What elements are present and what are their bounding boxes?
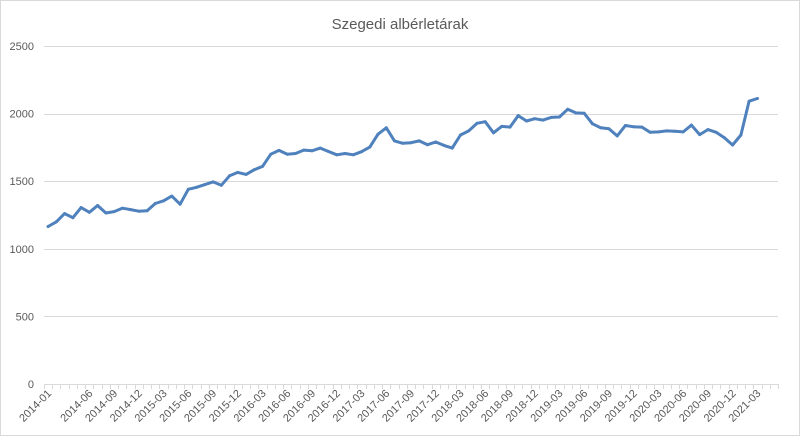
data-point	[393, 139, 396, 143]
data-point	[384, 126, 388, 130]
data-point	[574, 111, 578, 115]
data-point	[640, 125, 644, 129]
data-point	[459, 133, 462, 137]
data-point	[417, 139, 421, 143]
data-point	[500, 124, 504, 128]
y-tick-label: 1500	[10, 176, 34, 188]
data-point	[343, 152, 347, 155]
y-tick-label: 2000	[10, 109, 34, 121]
data-point	[228, 174, 232, 178]
data-point	[673, 129, 677, 133]
data-point	[46, 225, 50, 228]
data-point	[492, 131, 495, 135]
data-point	[467, 129, 471, 133]
data-point	[236, 170, 240, 174]
data-point	[285, 152, 289, 156]
data-point	[541, 118, 545, 122]
data-point	[137, 209, 141, 213]
data-point	[277, 148, 281, 152]
data-point	[681, 130, 685, 134]
data-point	[327, 150, 330, 153]
data-point	[120, 206, 124, 210]
data-point	[368, 145, 372, 149]
data-point	[318, 146, 322, 150]
data-point	[516, 114, 520, 118]
data-point	[689, 123, 693, 127]
data-point	[360, 150, 363, 154]
data-point	[129, 208, 133, 212]
data-point	[351, 153, 355, 157]
data-point	[96, 204, 100, 207]
data-point	[434, 140, 438, 144]
data-point	[145, 209, 149, 213]
data-point	[755, 97, 759, 100]
data-point	[706, 128, 710, 132]
data-point	[302, 148, 306, 152]
data-point	[615, 134, 619, 138]
data-point	[269, 152, 273, 156]
data-point	[153, 202, 157, 205]
data-point	[475, 121, 479, 125]
data-point	[71, 216, 75, 220]
data-point	[426, 143, 429, 147]
data-point	[310, 149, 314, 153]
data-point	[665, 129, 669, 133]
data-point	[508, 125, 512, 129]
data-point	[533, 117, 537, 121]
data-point	[599, 126, 603, 130]
chart-title: Szegedi albérletárak	[332, 16, 469, 33]
data-point	[203, 183, 207, 187]
y-tick-label: 2500	[10, 41, 34, 53]
data-point	[195, 185, 199, 189]
data-point	[632, 125, 636, 129]
data-point	[525, 119, 528, 123]
y-axis-tick-labels: 0 500 1000 1500 2000 2500	[10, 41, 34, 391]
data-point	[483, 120, 487, 124]
data-point	[442, 143, 446, 147]
data-point	[409, 141, 413, 145]
data-point	[582, 111, 586, 115]
data-point	[376, 132, 380, 136]
data-point	[722, 136, 726, 140]
data-point	[450, 146, 454, 150]
data-point	[656, 130, 660, 134]
data-point	[211, 180, 215, 184]
data-point	[648, 130, 652, 134]
data-point	[79, 206, 83, 210]
y-tick-label: 0	[28, 379, 34, 391]
data-point	[335, 153, 339, 157]
data-point	[219, 183, 223, 187]
y-tick-label: 500	[16, 311, 34, 323]
data-point	[87, 210, 91, 214]
data-point	[714, 130, 718, 134]
data-point	[112, 210, 116, 214]
data-point	[401, 141, 405, 145]
data-point	[698, 133, 702, 137]
gridlines	[44, 46, 778, 385]
data-point	[104, 211, 108, 215]
data-point	[244, 172, 248, 176]
data-point	[162, 199, 166, 203]
data-point	[549, 115, 553, 119]
data-point	[186, 187, 190, 191]
series-layer	[46, 97, 759, 228]
data-point	[54, 220, 58, 224]
data-point	[252, 168, 256, 172]
y-tick-label: 1000	[10, 244, 34, 256]
data-point	[170, 194, 174, 198]
data-point	[590, 122, 594, 126]
data-point	[557, 115, 561, 119]
data-point	[178, 202, 182, 206]
data-point	[623, 124, 627, 127]
data-point	[566, 107, 570, 111]
data-point	[739, 133, 743, 137]
data-point	[63, 212, 67, 216]
data-point	[747, 99, 751, 103]
data-point	[294, 152, 297, 155]
data-point	[607, 127, 611, 131]
data-point	[261, 164, 265, 168]
data-point	[731, 143, 735, 147]
